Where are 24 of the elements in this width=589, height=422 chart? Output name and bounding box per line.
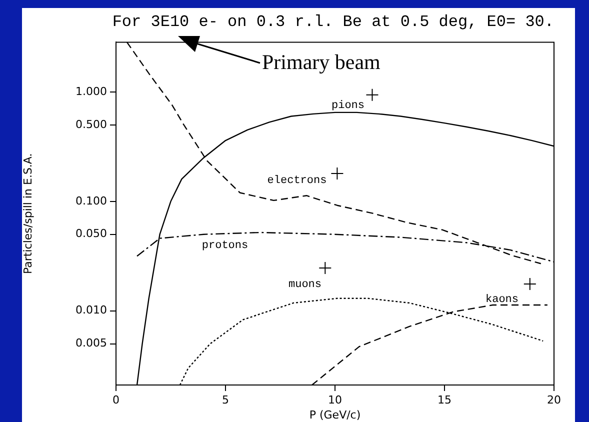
point <box>523 277 536 290</box>
point <box>330 166 344 180</box>
annotation: Primary beam <box>262 50 380 75</box>
chart-title: For 3E10 e- on 0.3 r.l. Be at 0.5 deg, E0= 30. <box>112 12 554 31</box>
x-tick-label: 10 <box>328 393 342 406</box>
annotation: muons <box>288 278 322 291</box>
x-tick-label: 15 <box>438 393 452 406</box>
y-tick-label: 0.010 <box>76 304 107 317</box>
y-tick-label: 0.500 <box>76 118 107 131</box>
annotation: protons <box>202 240 248 252</box>
y-tick-label: 0.005 <box>76 336 107 350</box>
annotation: electrons <box>267 174 327 187</box>
annotation: pions <box>331 100 365 112</box>
annotation: kaons <box>485 294 519 306</box>
x-axis-title: P (GeV/c) <box>309 408 361 422</box>
point <box>318 262 332 275</box>
y-tick-label: 1.000 <box>76 84 107 98</box>
y-tick-label: 0.100 <box>76 194 107 208</box>
x-tick-label: 5 <box>222 393 229 406</box>
y-axis-title: Particles/spill in E.S.A. <box>21 153 34 274</box>
x-tick-label: 20 <box>547 393 561 406</box>
point <box>366 88 379 102</box>
x-tick-label: 0 <box>112 393 120 406</box>
y-tick-label: 0.050 <box>76 227 107 240</box>
